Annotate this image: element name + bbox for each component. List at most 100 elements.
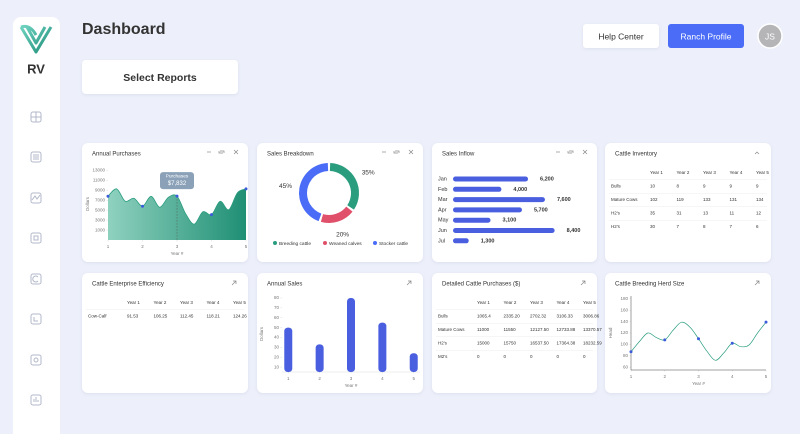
y-tick-label: 30 xyxy=(274,345,280,350)
bar xyxy=(453,197,545,203)
y-tick-label: 20 xyxy=(274,354,280,359)
help-center-label[interactable]: Help Center xyxy=(598,31,644,41)
category-label: Apr xyxy=(438,207,447,213)
column-header: Year 5 xyxy=(583,300,596,305)
expand-button[interactable] xyxy=(231,280,237,286)
close-button[interactable] xyxy=(408,149,414,155)
y-tick-label: 70 xyxy=(274,305,280,310)
collapse-button[interactable] xyxy=(754,151,760,155)
nav-icon[interactable] xyxy=(30,394,42,406)
expand-button[interactable] xyxy=(754,280,760,286)
table-cell: 124.26 xyxy=(233,314,247,319)
column-header: Year 3 xyxy=(530,300,543,305)
expand-button[interactable] xyxy=(406,280,412,286)
value-label: 1,300 xyxy=(481,238,495,244)
category-label: Jun xyxy=(438,228,447,234)
help-center-button[interactable] xyxy=(583,24,659,48)
legend-label: Weaned calves xyxy=(329,241,362,247)
y-tick-label: 40 xyxy=(274,335,280,340)
table-cell: 119 xyxy=(677,197,685,202)
avatar[interactable] xyxy=(757,23,783,49)
y-tick-label: 120 xyxy=(620,330,628,335)
y-tick-label: 80 xyxy=(274,295,280,300)
column-header: Year 5 xyxy=(756,170,769,175)
value-label: 6,200 xyxy=(540,176,554,182)
ranch-profile-button[interactable] xyxy=(668,24,744,48)
x-tick-label: 5 xyxy=(412,376,415,381)
point-marker xyxy=(663,338,667,342)
widget-card xyxy=(432,143,597,262)
row-label: H2's xyxy=(438,341,448,346)
nav-icon[interactable] xyxy=(30,111,42,123)
value-label: 4,000 xyxy=(513,187,527,193)
select-reports-label[interactable]: Select Reports xyxy=(123,72,197,84)
table-cell: 17364.38 xyxy=(557,341,576,346)
table-cell: 7 xyxy=(677,224,680,229)
x-tick-label: 4 xyxy=(381,376,384,381)
select-reports-button[interactable] xyxy=(82,60,238,94)
table-cell: 106.25 xyxy=(154,314,168,319)
table-cell: 13370.57 xyxy=(583,327,602,332)
table-cell: 0 xyxy=(583,354,586,359)
table-cell: 8 xyxy=(677,184,680,189)
row-label: H2's xyxy=(611,224,621,229)
point-marker xyxy=(244,187,248,191)
column-header: Year 1 xyxy=(477,300,490,305)
y-tick-label: 1000 xyxy=(95,227,106,232)
y-tick-label: 3000 xyxy=(95,217,106,222)
y-axis-label: Dollars xyxy=(85,196,90,211)
nav-icon[interactable] xyxy=(30,273,42,285)
restore-button[interactable] xyxy=(567,150,574,154)
nav-icon[interactable] xyxy=(30,232,42,244)
column-header: Year 2 xyxy=(154,300,167,305)
nav-icon[interactable] xyxy=(30,192,42,204)
value-label: 20% xyxy=(336,232,349,239)
close-button[interactable] xyxy=(582,149,588,155)
donut-segment xyxy=(299,163,329,222)
sidebar xyxy=(13,17,60,434)
close-button[interactable] xyxy=(233,149,239,155)
table-cell: 2335.20 xyxy=(504,314,521,319)
row-label: Mature Cows xyxy=(611,197,638,202)
table-cell: 131 xyxy=(730,197,738,202)
widget-card xyxy=(605,143,771,262)
bar xyxy=(315,344,324,372)
widget-title: Detailed Cattle Purchases ($) xyxy=(442,282,520,288)
table-cell: 1065.4 xyxy=(477,314,491,319)
expand-button[interactable] xyxy=(580,280,586,286)
table-cell: 0 xyxy=(557,354,560,359)
point-marker xyxy=(210,213,213,217)
column-header: Year 1 xyxy=(650,170,663,175)
row-label: Bulls xyxy=(611,184,622,189)
table-cell: 91.53 xyxy=(127,314,139,319)
nav-icon[interactable] xyxy=(30,151,42,163)
table-cell: 12 xyxy=(756,211,762,216)
x-tick-label: 4 xyxy=(731,374,734,379)
table-cell: 134 xyxy=(756,197,764,202)
x-tick-label: 1 xyxy=(107,244,110,249)
widget-card xyxy=(605,273,771,393)
nav-icon[interactable] xyxy=(30,313,42,325)
bar xyxy=(453,207,522,213)
legend-label: Breeding cattle xyxy=(279,241,311,247)
value-label: 35% xyxy=(362,170,375,177)
widget-title: Sales Breakdown xyxy=(267,152,314,158)
y-tick-label: 13000 xyxy=(92,168,105,173)
bar xyxy=(453,228,555,233)
avatar-initials[interactable]: JS xyxy=(765,31,775,41)
table-cell: 9 xyxy=(730,184,733,189)
x-tick-label: 3 xyxy=(176,244,179,249)
restore-button[interactable] xyxy=(393,150,400,154)
nav-icon[interactable] xyxy=(30,354,42,366)
restore-button[interactable] xyxy=(218,150,225,154)
y-tick-label: 5000 xyxy=(95,207,106,212)
row-label: Cow-Calf xyxy=(88,314,107,319)
y-axis-label: Head xyxy=(608,327,613,338)
table-cell: 30 xyxy=(650,224,656,229)
widget-card xyxy=(257,143,423,262)
table-cell: 8 xyxy=(703,224,706,229)
x-axis-label: Year # xyxy=(692,381,705,386)
ranch-profile-label[interactable]: Ranch Profile xyxy=(680,31,731,41)
y-tick-label: 140 xyxy=(620,319,628,324)
point-marker xyxy=(764,320,768,324)
